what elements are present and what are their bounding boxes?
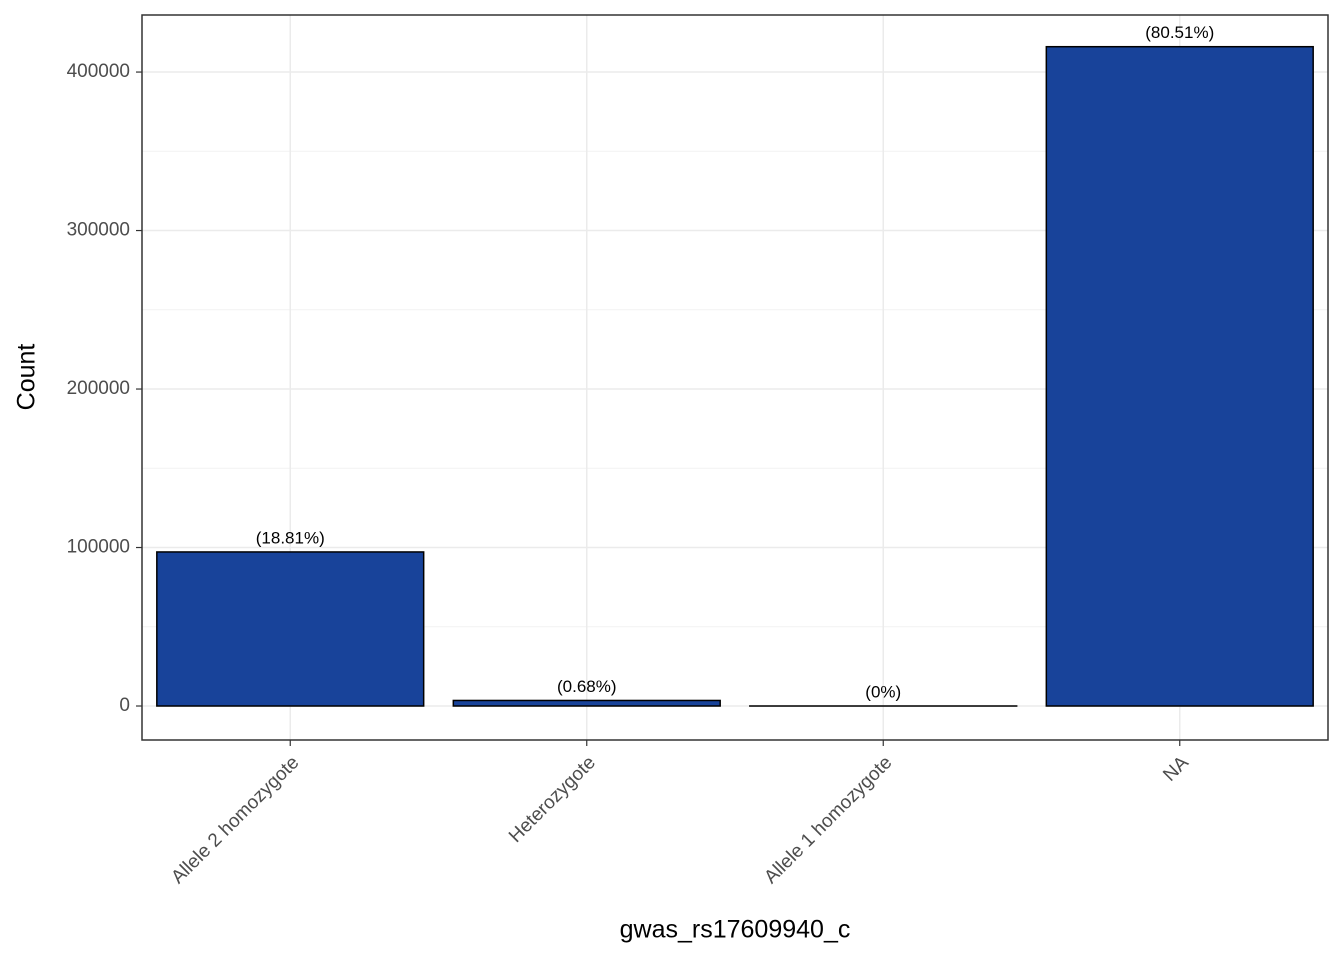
- y-axis-title: Count: [13, 344, 41, 411]
- bar-label: (0%): [865, 682, 901, 701]
- panel-border: [141, 14, 1329, 741]
- y-tick-label: 0: [119, 695, 130, 716]
- bar: [156, 551, 425, 707]
- bar: [452, 699, 721, 707]
- bar-label: (18.81%): [256, 528, 325, 547]
- y-tick-label: 300000: [67, 220, 130, 241]
- y-tick-label: 400000: [67, 61, 130, 82]
- y-tick-label: 200000: [67, 378, 130, 399]
- y-tick-label: 100000: [67, 537, 130, 558]
- bar-label: (0.68%): [557, 677, 617, 696]
- x-axis-title: gwas_rs17609940_c: [620, 916, 851, 944]
- bar-label: (80.51%): [1145, 23, 1214, 42]
- bar: [1045, 45, 1314, 707]
